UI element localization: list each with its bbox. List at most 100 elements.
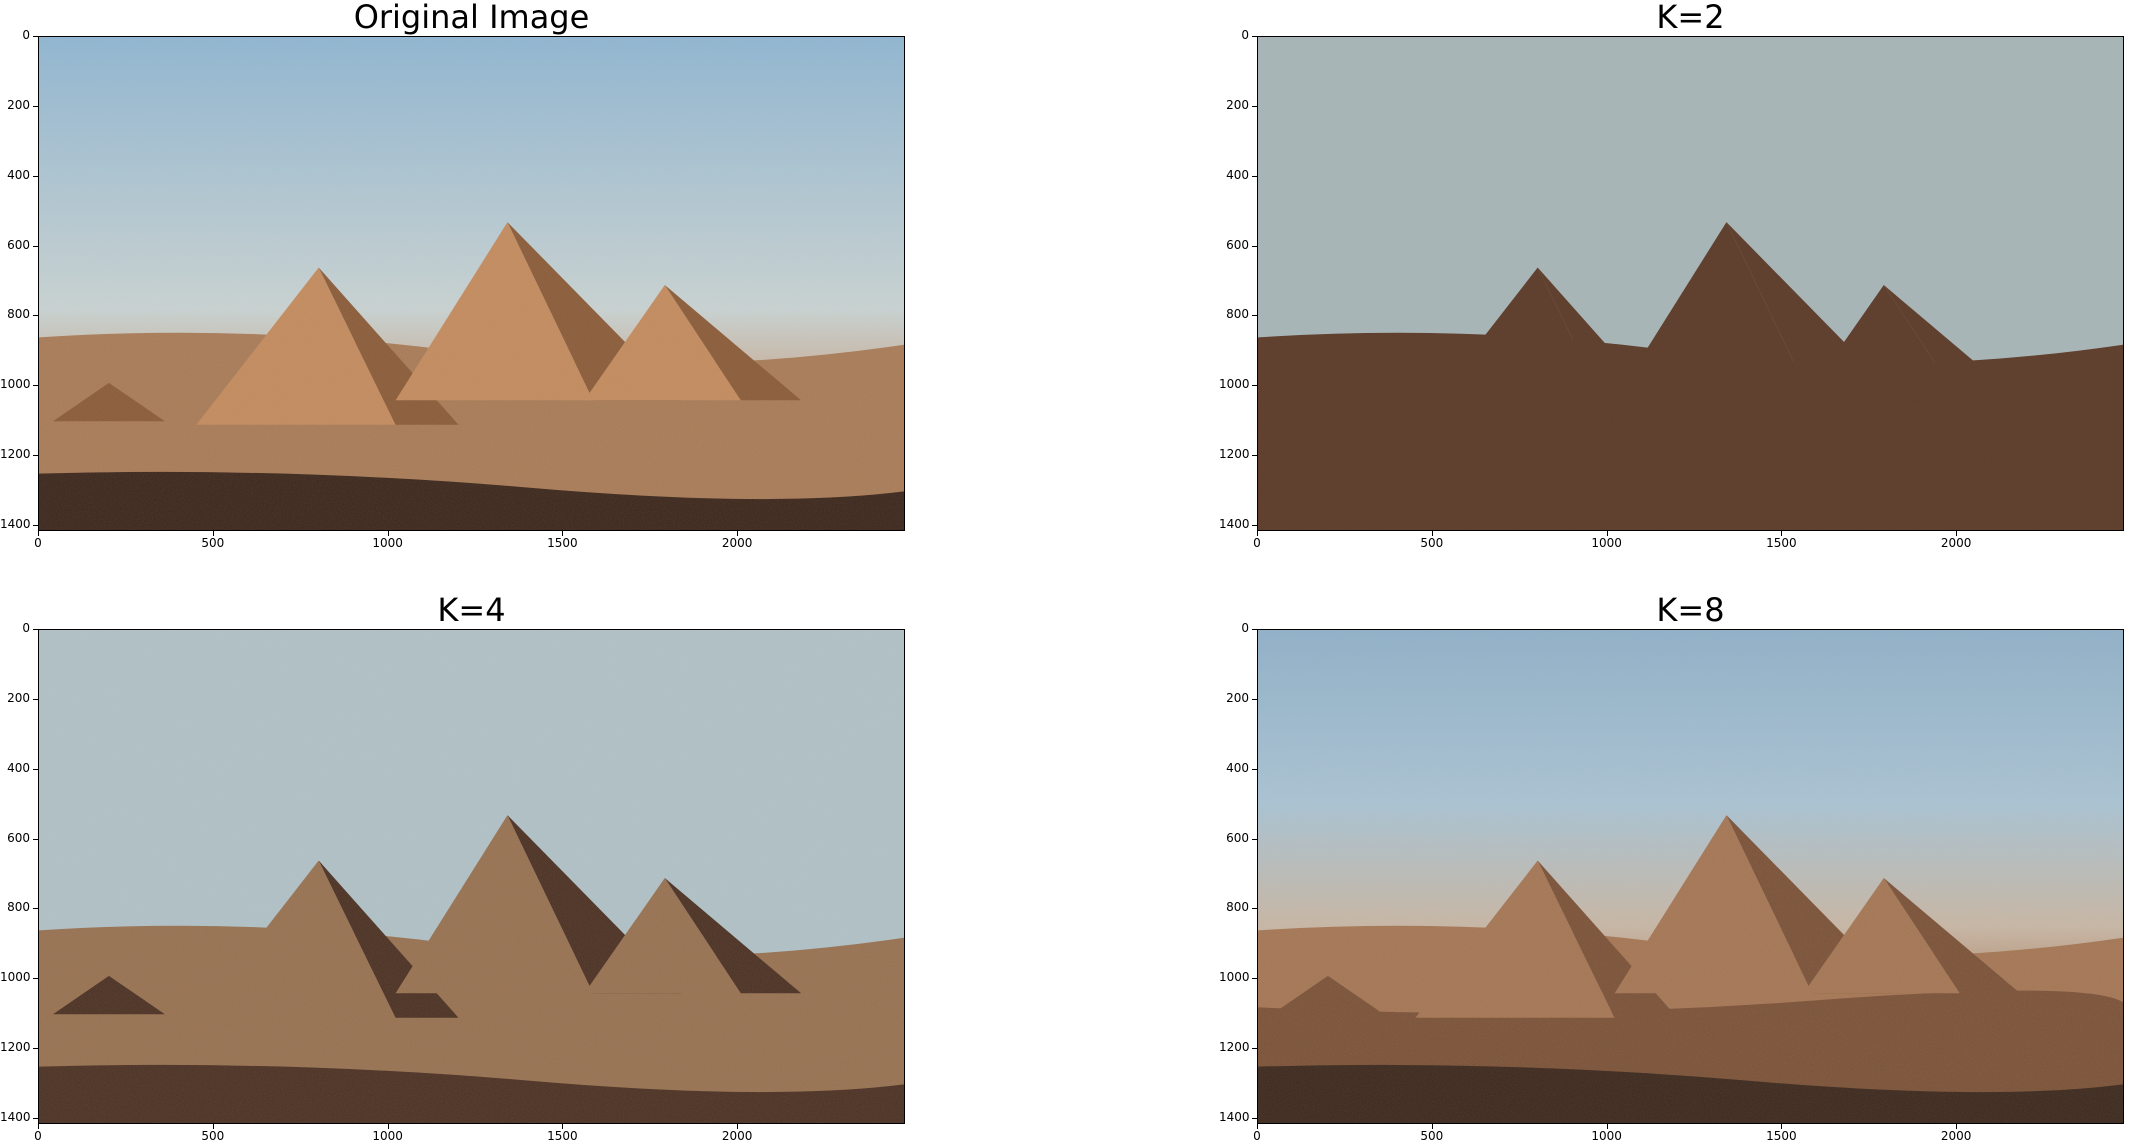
y-tick-mark xyxy=(1252,36,1257,37)
y-tick-label: 400 xyxy=(7,167,30,182)
y-tick-mark xyxy=(1252,175,1257,177)
x-tick-label: 2000 xyxy=(721,536,753,550)
y-tick-label: 1400 xyxy=(0,517,31,532)
x-tick-label: 0 xyxy=(34,1129,42,1143)
y-tick-mark xyxy=(1252,838,1257,840)
y-tick-label: 600 xyxy=(1226,830,1249,845)
noise-texture xyxy=(1258,630,2123,1123)
y-tick-mark xyxy=(33,36,38,37)
y-tick-mark xyxy=(1252,1048,1257,1050)
x-tick-mark xyxy=(212,531,214,536)
x-tick-mark xyxy=(737,1124,739,1129)
y-tick-label: 800 xyxy=(7,307,30,322)
image-k2 xyxy=(1258,37,2123,530)
y-tick-label: 1200 xyxy=(0,1040,31,1055)
y-tick-label: 400 xyxy=(7,760,30,775)
y-tick-mark xyxy=(33,525,38,527)
y-tick-label: 200 xyxy=(7,690,30,705)
y-tick-mark xyxy=(1252,105,1257,107)
x-tick-mark xyxy=(1956,531,1958,536)
y-tick-mark xyxy=(1252,978,1257,980)
y-tick-label: 1000 xyxy=(0,970,31,985)
x-tick-label: 1500 xyxy=(547,536,578,550)
y-tick-label: 200 xyxy=(7,97,30,112)
y-tick-label: 1000 xyxy=(0,377,31,392)
y-tick-label: 0 xyxy=(1241,28,1249,42)
x-tick-mark xyxy=(38,531,39,536)
image-axes xyxy=(1257,36,2124,531)
x-tick-label: 2000 xyxy=(721,1129,753,1143)
x-tick-mark xyxy=(1257,1124,1258,1129)
y-tick-label: 600 xyxy=(7,830,30,845)
image-axes xyxy=(1257,629,2124,1124)
y-tick-mark xyxy=(33,1118,38,1120)
x-tick-label: 500 xyxy=(201,536,225,550)
y-tick-mark xyxy=(1252,245,1257,247)
y-tick-mark xyxy=(1252,1118,1257,1120)
y-tick-label: 1400 xyxy=(0,1110,31,1125)
x-tick-mark xyxy=(387,1124,389,1129)
x-tick-label: 1000 xyxy=(372,1129,403,1143)
y-tick-label: 1000 xyxy=(1219,970,1250,985)
x-tick-mark xyxy=(38,1124,39,1129)
x-tick-mark xyxy=(562,1124,564,1129)
x-tick-mark xyxy=(1781,1124,1783,1129)
y-tick-label: 1200 xyxy=(1219,1040,1250,1055)
y-tick-label: 400 xyxy=(1226,760,1249,775)
x-tick-mark xyxy=(737,531,739,536)
panel-title: K=4 xyxy=(437,591,506,629)
panel-title: Original Image xyxy=(353,0,590,36)
x-tick-label: 0 xyxy=(34,536,42,550)
x-tick-label: 1500 xyxy=(547,1129,578,1143)
noise-texture xyxy=(39,630,904,1123)
y-tick-mark xyxy=(33,629,38,630)
y-tick-label: 1000 xyxy=(1219,377,1250,392)
image-k4 xyxy=(39,630,904,1123)
y-tick-mark xyxy=(33,245,38,247)
y-tick-label: 400 xyxy=(1226,167,1249,182)
noise-texture xyxy=(1258,37,2123,530)
x-tick-mark xyxy=(562,531,564,536)
y-tick-label: 0 xyxy=(1241,621,1249,635)
x-tick-mark xyxy=(1257,531,1258,536)
y-tick-mark xyxy=(33,315,38,317)
y-tick-mark xyxy=(1252,629,1257,630)
x-tick-label: 500 xyxy=(1420,1129,1444,1143)
x-tick-label: 500 xyxy=(1420,536,1444,550)
y-tick-mark xyxy=(1252,698,1257,700)
image-axes xyxy=(38,36,905,531)
y-tick-label: 800 xyxy=(1226,900,1249,915)
y-tick-mark xyxy=(33,978,38,980)
y-tick-label: 200 xyxy=(1226,690,1249,705)
x-tick-mark xyxy=(1431,531,1433,536)
y-tick-mark xyxy=(1252,455,1257,457)
y-tick-mark xyxy=(33,908,38,910)
y-tick-mark xyxy=(33,175,38,177)
y-tick-mark xyxy=(33,105,38,107)
y-tick-label: 1200 xyxy=(1219,447,1250,462)
y-tick-label: 800 xyxy=(7,900,30,915)
y-tick-label: 600 xyxy=(7,237,30,252)
y-tick-mark xyxy=(33,768,38,770)
x-tick-label: 1500 xyxy=(1766,536,1797,550)
image-original xyxy=(39,37,904,530)
panel-title: K=8 xyxy=(1656,591,1725,629)
x-tick-label: 2000 xyxy=(1940,1129,1972,1143)
x-tick-label: 0 xyxy=(1253,1129,1261,1143)
y-tick-mark xyxy=(33,1048,38,1050)
y-tick-label: 200 xyxy=(1226,97,1249,112)
y-tick-mark xyxy=(1252,908,1257,910)
y-tick-label: 800 xyxy=(1226,307,1249,322)
x-tick-label: 500 xyxy=(201,1129,225,1143)
x-tick-label: 0 xyxy=(1253,536,1261,550)
x-tick-label: 1500 xyxy=(1766,1129,1797,1143)
x-tick-mark xyxy=(1431,1124,1433,1129)
y-tick-mark xyxy=(33,385,38,387)
y-tick-mark xyxy=(1252,525,1257,527)
y-tick-label: 1400 xyxy=(1219,517,1250,532)
x-tick-mark xyxy=(212,1124,214,1129)
y-tick-label: 1200 xyxy=(0,447,31,462)
y-tick-label: 600 xyxy=(1226,237,1249,252)
noise-texture xyxy=(39,37,904,530)
x-tick-mark xyxy=(1606,531,1608,536)
